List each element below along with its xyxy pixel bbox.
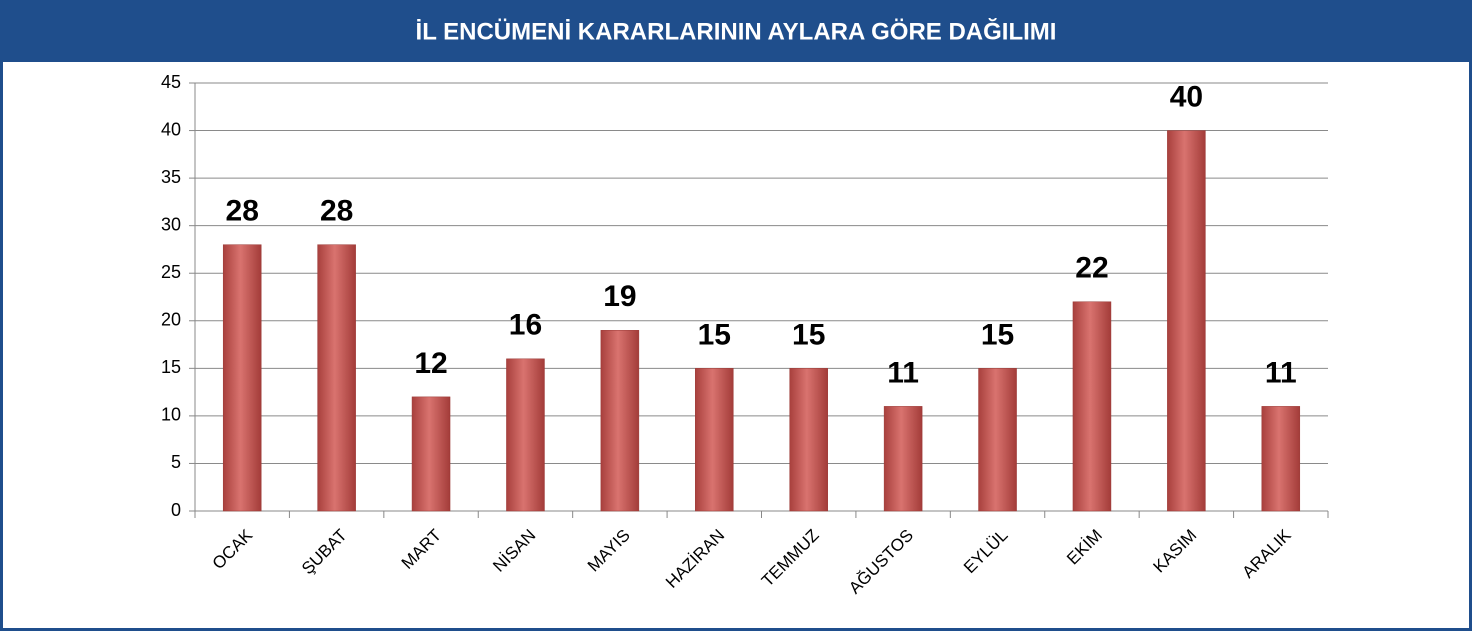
bar — [506, 358, 545, 512]
bar — [978, 368, 1017, 512]
data-label: 15 — [792, 318, 825, 351]
bar — [1261, 406, 1301, 512]
title-band — [0, 0, 1472, 62]
data-label: 28 — [226, 195, 259, 228]
bar — [883, 406, 923, 512]
bar — [789, 368, 828, 512]
bar — [1167, 130, 1206, 512]
y-tick-label: 30 — [161, 214, 181, 234]
y-tick-label: 25 — [161, 262, 181, 282]
data-label: 19 — [603, 280, 636, 313]
y-tick-label: 15 — [161, 357, 181, 377]
data-label: 16 — [509, 309, 542, 342]
data-label: 28 — [320, 195, 353, 228]
data-label: 40 — [1170, 80, 1203, 113]
bar — [1072, 301, 1112, 512]
data-label: 11 — [887, 356, 919, 389]
data-label: 11 — [1265, 356, 1297, 389]
y-tick-label: 20 — [161, 310, 181, 330]
bar — [222, 244, 262, 512]
chart-title: İL ENCÜMENİ KARARLARININ AYLARA GÖRE DAĞ… — [416, 17, 1057, 45]
bar — [600, 330, 640, 512]
data-label: 15 — [981, 318, 1014, 351]
data-label: 12 — [414, 347, 447, 380]
bar — [317, 244, 356, 512]
data-label: 22 — [1075, 252, 1108, 285]
y-tick-label: 35 — [161, 167, 181, 187]
y-tick-label: 45 — [161, 72, 181, 92]
bar — [411, 396, 451, 512]
y-tick-label: 5 — [171, 452, 181, 472]
y-tick-label: 40 — [161, 119, 181, 139]
data-label: 15 — [698, 318, 731, 351]
y-tick-label: 10 — [161, 405, 181, 425]
bar — [695, 368, 734, 512]
y-tick-label: 0 — [171, 500, 181, 520]
